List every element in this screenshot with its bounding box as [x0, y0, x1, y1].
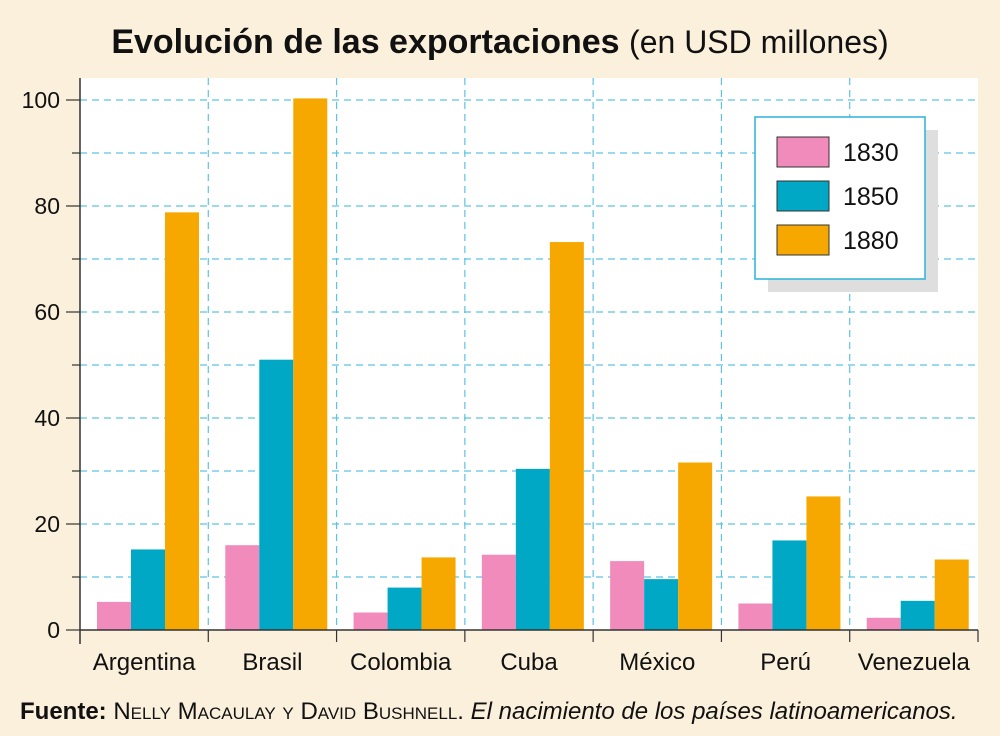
bar-1850-México: [644, 579, 679, 630]
bar-1850-Argentina: [131, 549, 165, 630]
legend-label-1850: 1850: [843, 183, 899, 211]
legend-label-1880: 1880: [843, 227, 899, 255]
bar-1850-Perú: [772, 540, 807, 630]
source-label: Fuente:: [20, 698, 107, 725]
y-tick-label: 100: [22, 87, 60, 113]
bar-1880-Venezuela: [934, 559, 969, 630]
chart-title: Evolución de las exportaciones (en USD m…: [0, 22, 1000, 62]
bar-1830-Perú: [738, 603, 773, 630]
y-tick-label: 40: [34, 405, 60, 431]
source-authors: Nelly Macaulay y David Bushnell.: [113, 698, 464, 725]
chart-subtitle: (en USD millones): [629, 24, 889, 60]
x-tick-label: Colombia: [350, 649, 452, 676]
source-note: Fuente: Nelly Macaulay y David Bushnell.…: [20, 698, 958, 726]
x-tick-label: Perú: [760, 649, 811, 676]
y-tick-label: 0: [47, 617, 60, 643]
bar-1850-Venezuela: [900, 600, 935, 630]
bar-1850-Colombia: [387, 587, 422, 630]
y-tick-label: 20: [34, 511, 60, 537]
x-tick-label: Argentina: [93, 649, 196, 676]
source-book: El nacimiento de los países latinoameric…: [470, 698, 958, 725]
legend-swatch-1830: [776, 136, 830, 168]
bar-1880-Perú: [806, 496, 841, 630]
bar-1830-Venezuela: [866, 617, 901, 630]
bar-1850-Cuba: [515, 468, 550, 630]
x-tick-label: Venezuela: [858, 649, 971, 676]
legend-swatch-1880: [776, 224, 830, 256]
bar-1880-México: [678, 462, 713, 630]
bar-1880-Cuba: [549, 242, 584, 631]
legend-swatch-1850: [776, 180, 830, 212]
x-tick-label: Cuba: [500, 649, 558, 676]
bar-1880-Colombia: [421, 557, 456, 630]
bar-1880-Brasil: [293, 98, 328, 630]
bar-1880-Argentina: [165, 212, 199, 631]
y-tick-label: 80: [34, 193, 60, 219]
bar-1850-Brasil: [259, 359, 294, 630]
x-tick-label: Brasil: [242, 649, 302, 676]
bar-1830-Argentina: [97, 601, 131, 630]
bar-1830-Colombia: [353, 612, 388, 630]
chart-title-main: Evolución de las exportaciones: [111, 23, 620, 61]
legend-label-1830: 1830: [843, 139, 899, 167]
bar-1830-Brasil: [225, 545, 260, 630]
bar-1830-Cuba: [481, 554, 516, 630]
bar-1830-México: [610, 561, 645, 630]
x-tick-label: México: [619, 649, 695, 676]
y-tick-label: 60: [34, 299, 60, 325]
